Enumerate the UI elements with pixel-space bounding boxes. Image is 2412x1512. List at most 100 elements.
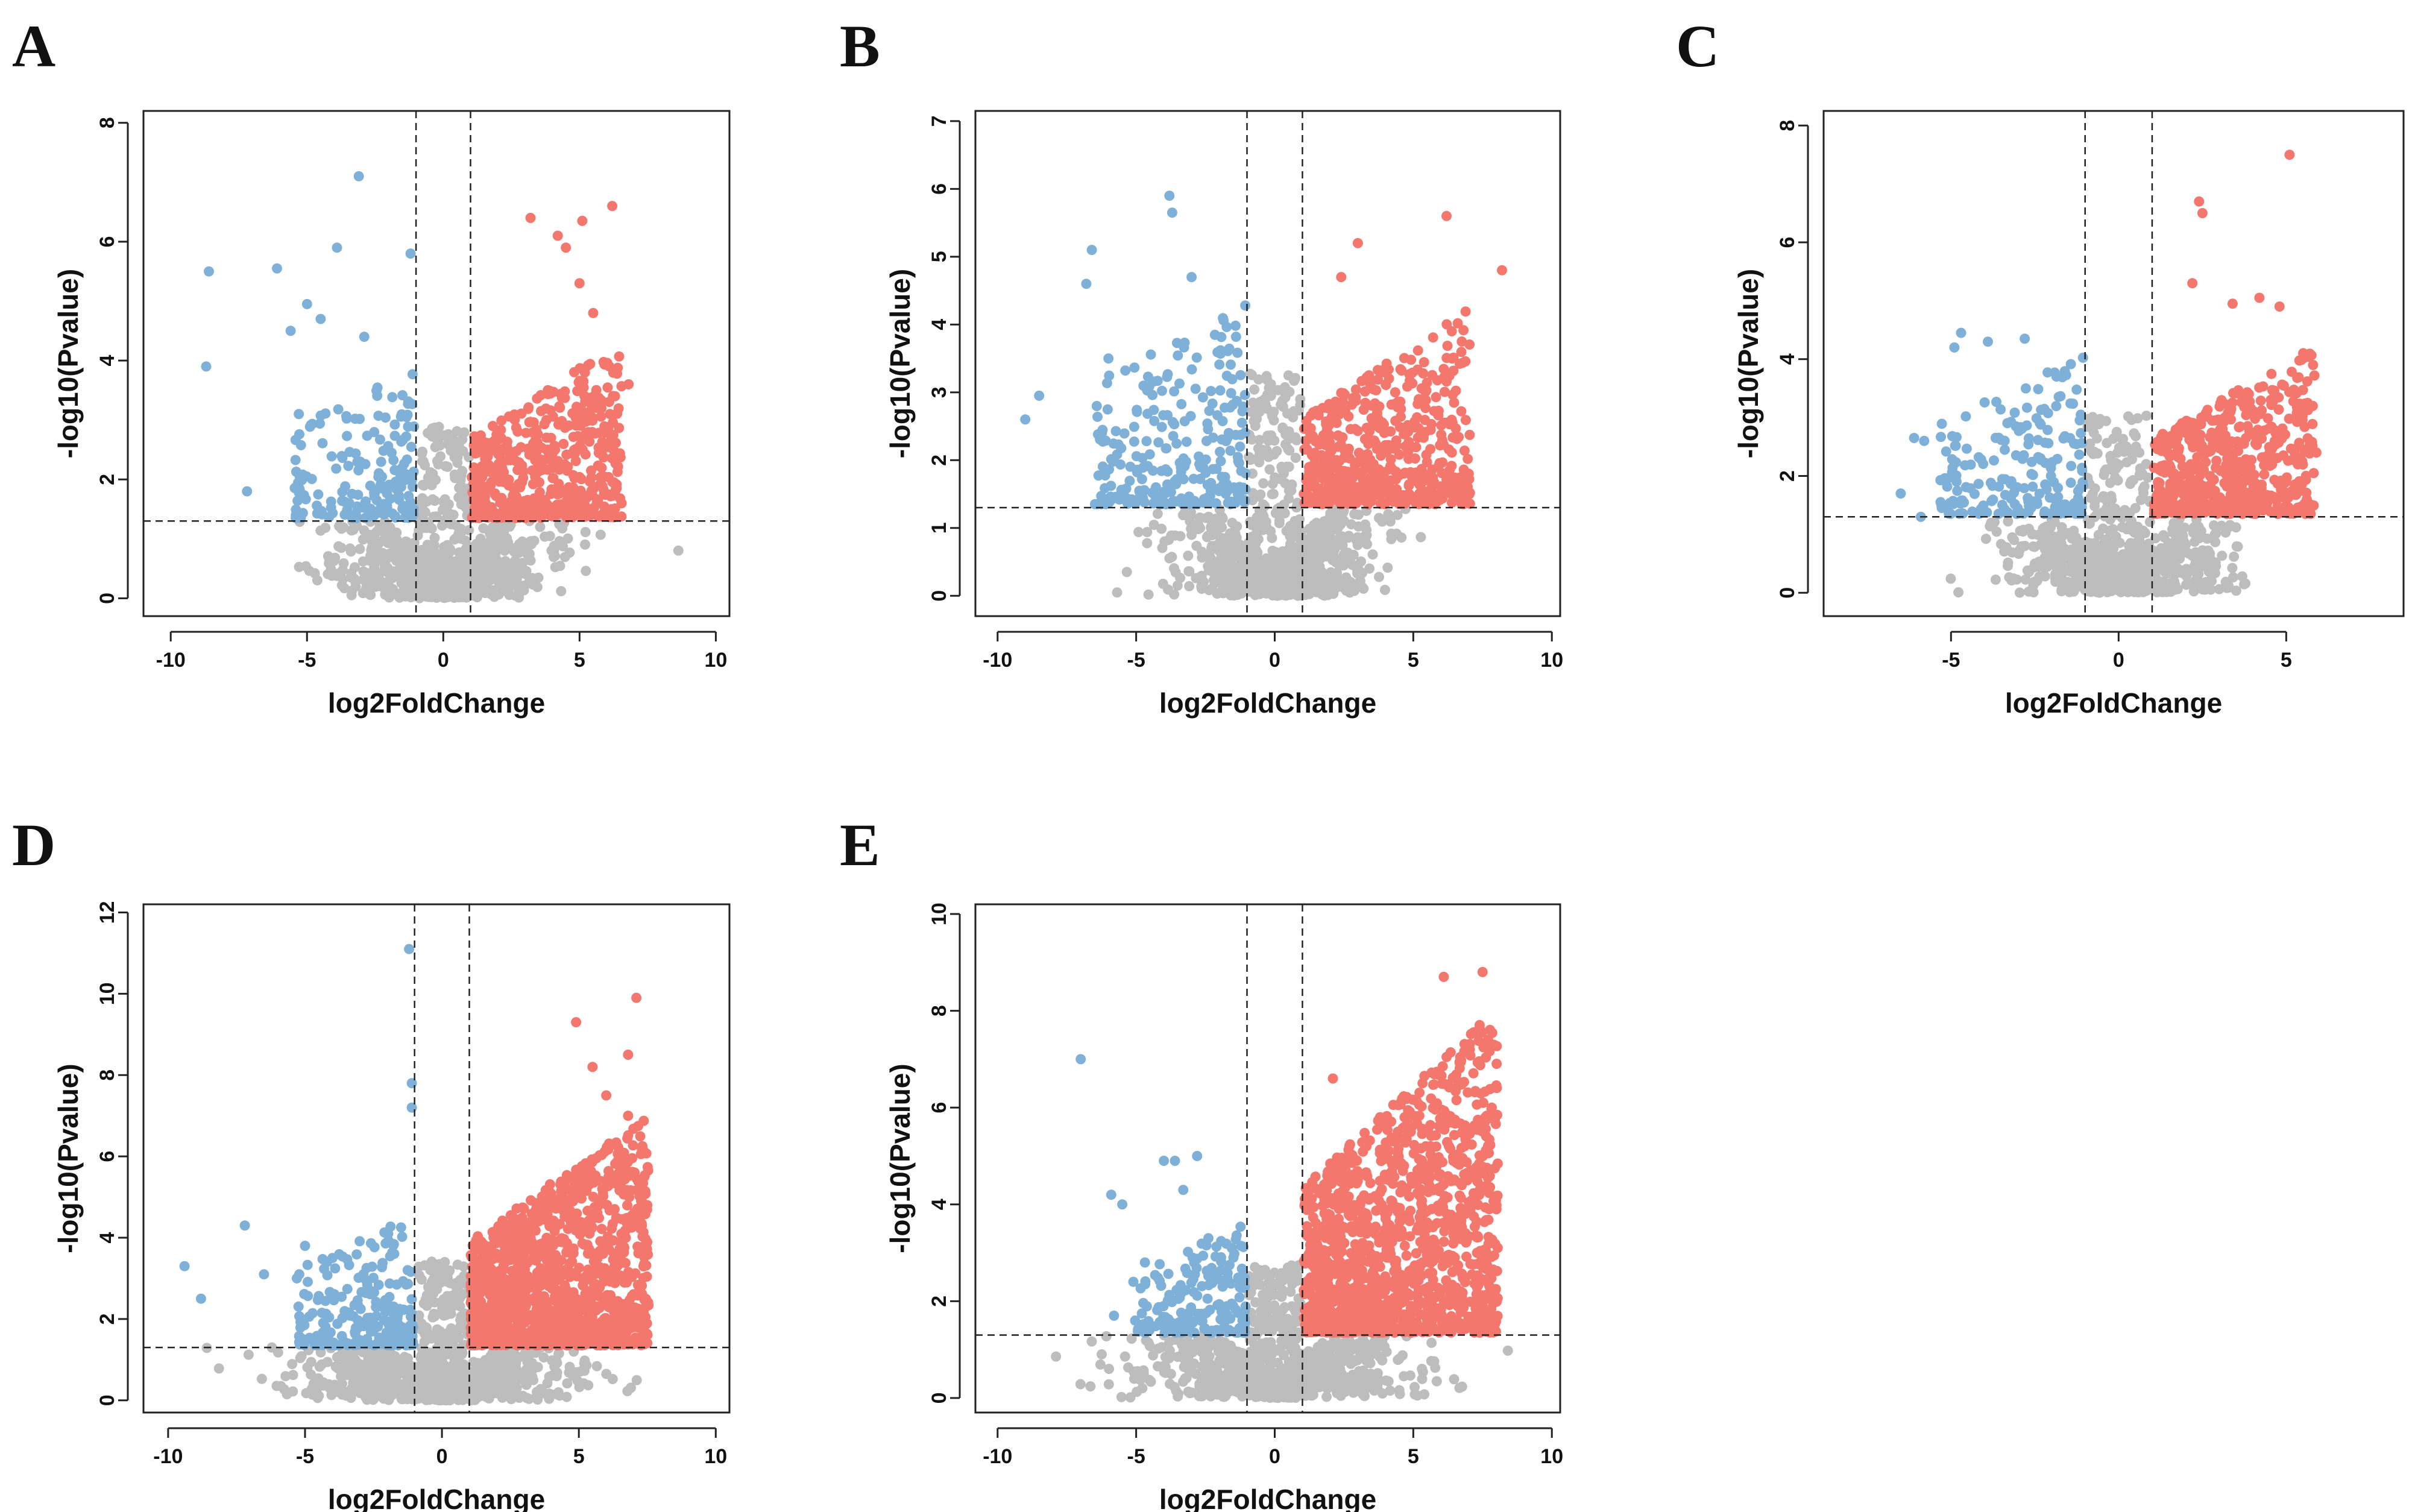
up-point (532, 429, 543, 439)
up-point (497, 509, 508, 520)
up-point (591, 385, 602, 395)
up-point (608, 367, 619, 378)
up-point (1436, 429, 1447, 440)
ns-point (418, 584, 429, 595)
ns-point (558, 541, 568, 552)
up-point (555, 486, 565, 497)
ns-point (427, 568, 438, 579)
down-point (294, 409, 304, 420)
down-point (379, 509, 389, 520)
up-point (525, 213, 536, 223)
ns-point (442, 461, 453, 472)
ns-point (371, 527, 382, 538)
ns-point (1284, 445, 1295, 456)
up-point (509, 414, 520, 425)
ns-point (387, 573, 398, 584)
y-tick-label: 5 (928, 251, 951, 262)
ns-point (2108, 543, 2119, 553)
ns-point (1191, 541, 1202, 551)
up-point (521, 427, 531, 438)
up-point (1356, 467, 1367, 478)
down-point (365, 480, 376, 491)
down-point (406, 441, 417, 452)
ns-point (1377, 516, 1388, 527)
up-point (480, 511, 491, 521)
up-point (1364, 426, 1375, 436)
ns-point (529, 535, 540, 546)
up-point (576, 502, 587, 512)
down-point (1162, 466, 1173, 477)
ns-point (1186, 523, 1197, 534)
ns-point (379, 561, 390, 572)
ns-point (346, 590, 357, 600)
up-point (1425, 444, 1436, 455)
up-point (616, 511, 627, 522)
ns-point (1330, 581, 1340, 592)
down-point (1144, 382, 1154, 392)
up-point (572, 386, 583, 397)
down-point (300, 494, 311, 505)
y-axis-title: -log10(Pvalue) (884, 269, 916, 458)
ns-point (476, 575, 486, 585)
up-point (1329, 416, 1340, 427)
down-point (1220, 402, 1230, 413)
y-tick-label: 6 (96, 236, 119, 247)
down-point (2014, 426, 2024, 436)
up-point (470, 448, 481, 459)
ns-point (421, 496, 432, 507)
ns-point (2197, 559, 2208, 570)
ns-point (354, 544, 365, 555)
data-points (1895, 150, 2322, 598)
up-point (576, 474, 587, 485)
up-point (517, 476, 527, 487)
up-point (547, 508, 558, 518)
down-point (1092, 411, 1103, 422)
up-point (1425, 424, 1436, 435)
ns-point (2137, 575, 2148, 586)
data-points (201, 171, 684, 603)
down-point (408, 481, 418, 492)
ns-point (2033, 561, 2044, 572)
down-point (2026, 502, 2036, 513)
ns-point (446, 590, 457, 600)
down-point (351, 501, 362, 512)
ns-point (370, 552, 380, 563)
ns-point (2170, 550, 2181, 561)
up-point (1356, 450, 1367, 461)
down-point (360, 459, 371, 470)
ns-point (1346, 519, 1356, 530)
up-point (1412, 345, 1423, 356)
down-point (359, 332, 370, 342)
ns-point (2135, 494, 2146, 505)
up-point (1342, 467, 1353, 477)
y-tick-label: 3 (928, 386, 951, 398)
up-point (2266, 368, 2277, 379)
ns-point (535, 521, 546, 532)
up-point (547, 448, 558, 458)
down-point (2002, 418, 2013, 429)
up-point (593, 460, 603, 471)
down-point (1979, 397, 1990, 408)
up-point (1308, 407, 1318, 418)
ns-point (461, 556, 471, 567)
ns-point (2117, 512, 2127, 523)
ns-point (1319, 590, 1330, 601)
up-point (1384, 373, 1394, 384)
up-point (1453, 432, 1464, 443)
ns-point (2161, 587, 2172, 597)
ns-point (1285, 538, 1296, 549)
up-point (613, 403, 624, 414)
down-point (1215, 385, 1226, 396)
ns-point (361, 583, 371, 594)
ns-point (1289, 376, 1299, 386)
x-axis-title: log2FoldChange (1159, 687, 1376, 719)
ns-point (487, 585, 498, 596)
down-point (1230, 320, 1241, 331)
ns-point (2052, 571, 2063, 582)
down-point (353, 490, 364, 500)
up-point (1460, 306, 1471, 317)
down-point (2034, 488, 2045, 499)
down-point (315, 410, 326, 421)
up-point (467, 471, 477, 482)
down-point (1943, 473, 1954, 484)
